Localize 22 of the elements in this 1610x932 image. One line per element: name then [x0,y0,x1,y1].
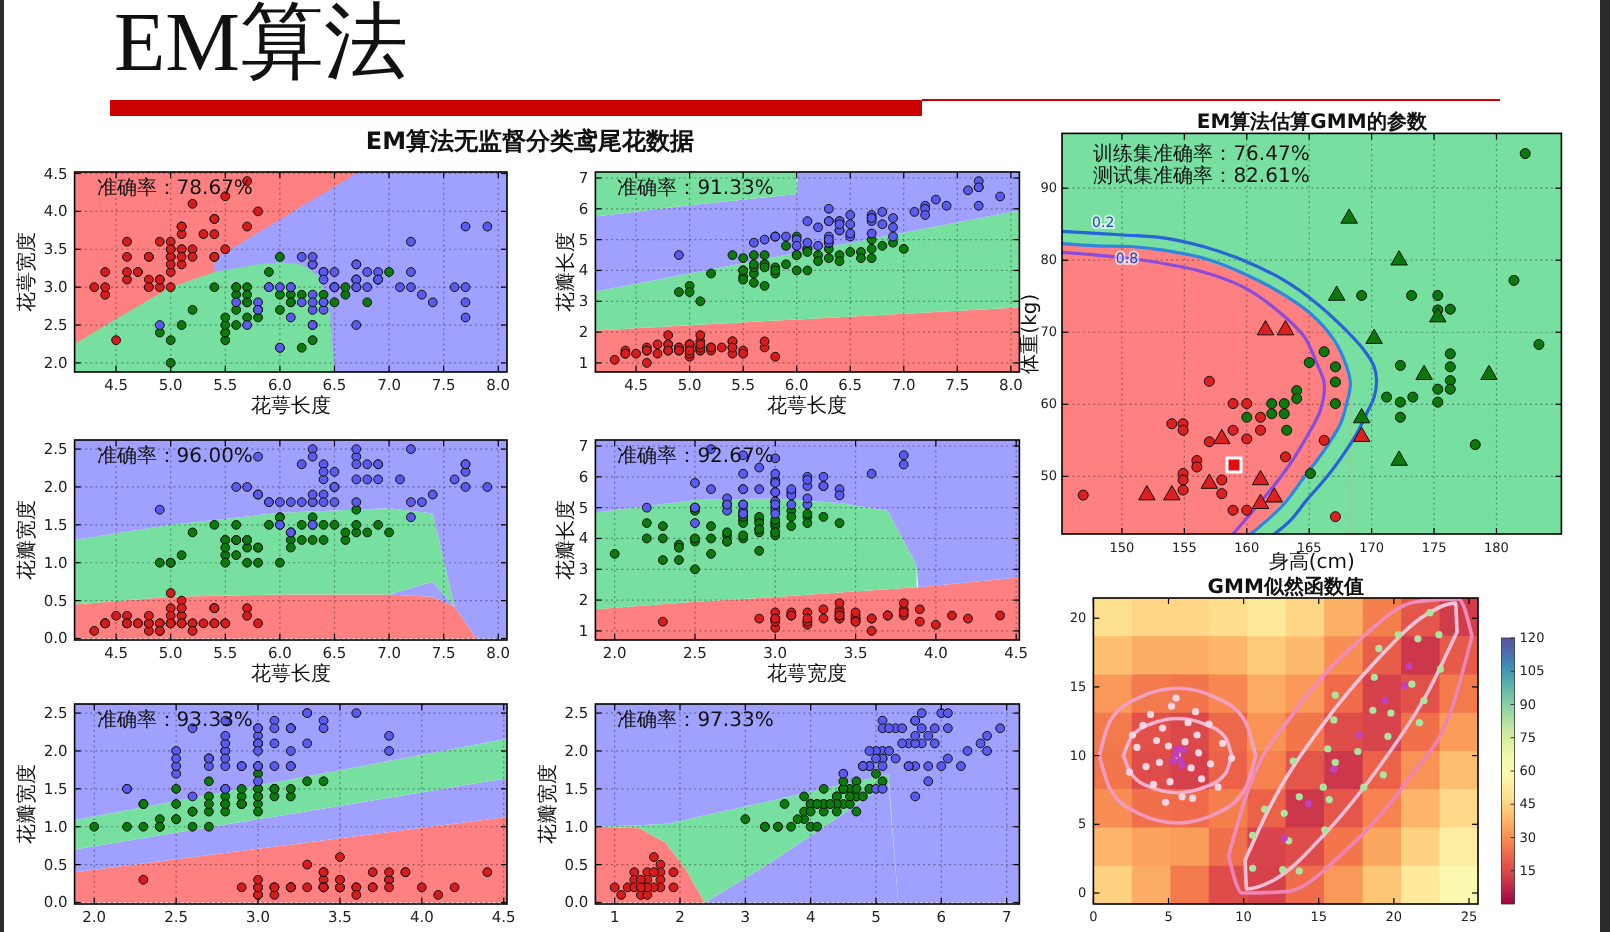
x-axis-title: 花萼长度 [767,394,848,418]
annotation: 训练集准确率：76.47% [1093,142,1310,167]
y-axis-title: 花瓣宽度 [13,764,38,844]
text: EM算法 [114,0,408,90]
x-axis-title: 花萼宽度 [767,662,848,686]
y-axis-title: 体重(kg) [1017,293,1041,374]
annotation: 测试集准确率：82.61% [1093,164,1310,188]
y-axis-title: 花萼宽度 [13,232,38,312]
annotation: 准确率：91.33% [617,175,774,200]
annotation: 准确率：96.00% [96,443,253,468]
x-axis-title: 花萼长度 [250,394,331,418]
annotation: 准确率：78.67% [96,175,253,200]
y-axis-title: 花瓣宽度 [534,764,559,844]
chart-title: EM算法估算GMM的参数 [1196,110,1429,135]
x-axis-title: 身高(cm) [1268,550,1355,574]
text: EM算法无监督分类鸢尾花数据 [365,127,695,155]
annotation: 准确率：97.33% [617,707,774,732]
y-axis-title: 花瓣长度 [553,232,578,312]
chart-title: GMM似然函数值 [1207,575,1364,599]
y-axis-title: 花瓣长度 [553,500,578,580]
x-axis-title: 花萼长度 [250,662,331,686]
y-axis-title: 花瓣宽度 [13,500,38,580]
